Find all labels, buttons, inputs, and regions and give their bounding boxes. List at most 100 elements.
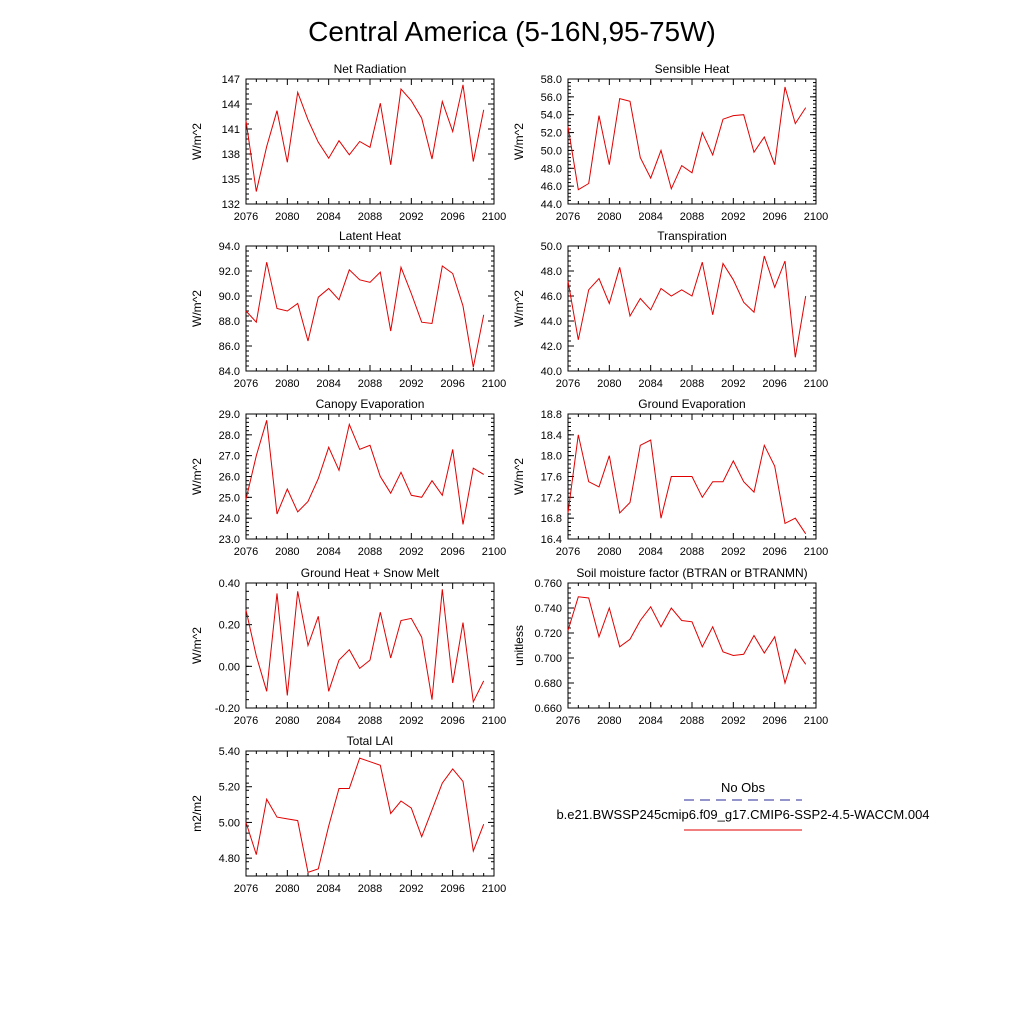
x-tick-label: 2076 <box>556 211 580 223</box>
plot-frame <box>567 245 817 372</box>
y-tick-label: 5.20 <box>219 782 240 794</box>
panel-1: Sensible Heat 2076 2080 2084 2088 2092 2096 210… <box>512 62 828 223</box>
y-axis-label: W/m^2 <box>190 458 204 495</box>
x-tick-label: 2084 <box>638 546 662 558</box>
x-tick-label: 2092 <box>721 715 745 727</box>
legend-obs-label: No Obs <box>721 780 766 795</box>
x-tick-label: 2088 <box>358 715 382 727</box>
y-tick-label: 16.4 <box>541 534 562 546</box>
panel-3: Transpiration 2076 2080 2084 2088 2092 2096 210… <box>512 229 828 390</box>
x-tick-label: 2096 <box>440 715 464 727</box>
plot-frame <box>245 245 495 372</box>
panel-title: Transpiration <box>657 229 727 243</box>
series-line <box>567 86 807 191</box>
plot-frame <box>245 750 495 877</box>
x-tick-label: 2088 <box>358 546 382 558</box>
y-axis-label: m2/m2 <box>190 795 204 832</box>
y-tick-label: 46.0 <box>541 181 562 193</box>
x-tick-label: 2088 <box>680 546 704 558</box>
x-tick-label: 2080 <box>275 546 299 558</box>
x-tick-label: 2100 <box>804 378 828 390</box>
x-tick-label: 2096 <box>762 715 786 727</box>
x-tick-label: 2092 <box>399 715 423 727</box>
x-tick-label: 2092 <box>399 883 423 895</box>
y-tick-label: 40.0 <box>541 366 562 378</box>
x-tick-label: 2076 <box>234 546 258 558</box>
y-tick-label: 144 <box>222 99 240 111</box>
x-tick-label: 2088 <box>680 715 704 727</box>
y-axis-label: W/m^2 <box>190 123 204 160</box>
y-tick-label: 0.40 <box>219 578 240 590</box>
y-tick-label: 0.20 <box>219 620 240 632</box>
panel-title: Ground Evaporation <box>638 397 745 411</box>
x-tick-label: 2096 <box>762 378 786 390</box>
y-tick-label: 86.0 <box>219 341 240 353</box>
series-line <box>245 589 485 704</box>
y-tick-label: 90.0 <box>219 291 240 303</box>
x-tick-label: 2100 <box>482 883 506 895</box>
y-tick-label: 58.0 <box>541 74 562 86</box>
x-tick-label: 2080 <box>275 378 299 390</box>
x-tick-label: 2080 <box>597 378 621 390</box>
series-line <box>567 596 807 685</box>
y-tick-label: 0.760 <box>534 578 562 590</box>
y-tick-label: 17.2 <box>541 492 562 504</box>
y-tick-label: 50.0 <box>541 145 562 157</box>
panel-title: Canopy Evaporation <box>316 397 425 411</box>
x-tick-label: 2080 <box>275 715 299 727</box>
y-tick-label: 0.00 <box>219 661 240 673</box>
panel-title: Net Radiation <box>334 62 407 76</box>
plot-frame <box>245 582 495 709</box>
x-tick-label: 2084 <box>638 211 662 223</box>
x-tick-label: 2096 <box>440 546 464 558</box>
x-tick-label: 2096 <box>762 211 786 223</box>
y-tick-label: 46.0 <box>541 291 562 303</box>
x-tick-label: 2088 <box>680 378 704 390</box>
panel-6: Ground Heat + Snow Melt 2076 2080 2084 2088 2… <box>190 566 506 727</box>
y-tick-label: 138 <box>222 149 240 161</box>
x-tick-label: 2100 <box>482 715 506 727</box>
y-axis-label: W/m^2 <box>512 290 526 327</box>
x-tick-label: 2084 <box>316 883 340 895</box>
x-tick-label: 2080 <box>597 546 621 558</box>
plot-frame <box>567 78 817 205</box>
y-tick-label: 28.0 <box>219 430 240 442</box>
x-tick-label: 2092 <box>399 211 423 223</box>
x-tick-label: 2100 <box>804 546 828 558</box>
x-tick-label: 2092 <box>721 546 745 558</box>
y-tick-label: 50.0 <box>541 241 562 253</box>
x-tick-label: 2084 <box>316 378 340 390</box>
x-tick-label: 2076 <box>234 211 258 223</box>
x-tick-label: 2084 <box>638 715 662 727</box>
y-tick-label: 18.0 <box>541 451 562 463</box>
panel-title: Latent Heat <box>339 229 402 243</box>
x-tick-label: 2084 <box>316 546 340 558</box>
x-tick-label: 2092 <box>399 378 423 390</box>
y-tick-label: 0.660 <box>534 703 562 715</box>
y-axis-label: W/m^2 <box>190 627 204 664</box>
y-tick-label: 84.0 <box>219 366 240 378</box>
series-line <box>245 84 485 192</box>
series-line <box>245 420 484 525</box>
y-tick-label: 88.0 <box>219 316 240 328</box>
y-tick-label: 23.0 <box>219 534 240 546</box>
panel-title: Soil moisture factor (BTRAN or BTRANMN) <box>576 566 807 580</box>
x-tick-label: 2076 <box>234 378 258 390</box>
x-tick-label: 2076 <box>234 715 258 727</box>
panel-8: Total LAI 2076 2080 2084 2088 2092 2096 2100 4.8… <box>190 734 506 895</box>
series-line <box>567 434 807 535</box>
panel-title: Ground Heat + Snow Melt <box>301 566 440 580</box>
x-tick-label: 2092 <box>721 378 745 390</box>
y-tick-label: 18.4 <box>541 430 562 442</box>
y-tick-label: 92.0 <box>219 266 240 278</box>
x-tick-label: 2076 <box>234 883 258 895</box>
y-tick-label: 5.40 <box>219 746 240 758</box>
y-tick-label: 0.700 <box>534 653 562 665</box>
panel-2: Latent Heat 2076 2080 2084 2088 2092 2096 2100 8… <box>190 229 506 390</box>
panel-4: Canopy Evaporation 2076 2080 2084 2088 2092 20… <box>190 397 506 558</box>
x-tick-label: 2092 <box>721 211 745 223</box>
y-tick-label: 0.740 <box>534 603 562 615</box>
legend: No Obs b.e21.BWSSP245cmip6.f09_g17.CMIP6… <box>556 780 930 831</box>
x-tick-label: 2084 <box>316 211 340 223</box>
